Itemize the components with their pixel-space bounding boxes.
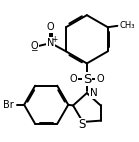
Text: Br: Br: [3, 100, 14, 110]
Text: O: O: [70, 74, 78, 84]
Text: O: O: [96, 74, 104, 84]
Text: O: O: [30, 41, 38, 51]
Text: +: +: [51, 35, 57, 44]
Text: O: O: [47, 22, 55, 32]
Text: −: −: [30, 45, 38, 54]
Text: S: S: [78, 118, 86, 131]
Text: N: N: [90, 88, 98, 98]
Text: N: N: [47, 38, 54, 48]
Text: S: S: [83, 73, 91, 86]
Text: CH₃: CH₃: [120, 21, 135, 30]
